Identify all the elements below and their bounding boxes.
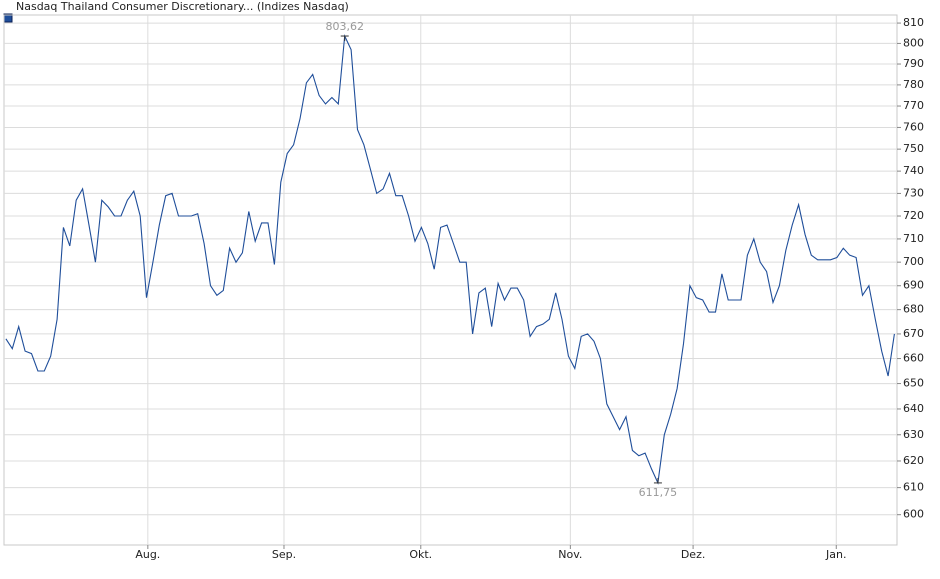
- plot-area: [3, 14, 898, 546]
- annotation-label: 611,75: [639, 486, 678, 499]
- y-tick-label: 740: [903, 164, 924, 177]
- y-tick-label: 600: [903, 508, 924, 521]
- y-tick-label: 620: [903, 454, 924, 467]
- y-tick-label: 680: [903, 303, 924, 316]
- y-tick-label: 810: [903, 16, 924, 29]
- y-tick-label: 630: [903, 428, 924, 441]
- x-tick-label: Aug.: [135, 548, 160, 561]
- y-tick-label: 790: [903, 57, 924, 70]
- y-tick-label: 770: [903, 99, 924, 112]
- y-tick-label: 690: [903, 279, 924, 292]
- x-tick-label: Nov.: [558, 548, 582, 561]
- x-tick-label: Jan.: [825, 548, 846, 561]
- y-tick-label: 660: [903, 352, 924, 365]
- y-tick-label: 610: [903, 481, 924, 494]
- y-tick-label: 760: [903, 120, 924, 133]
- annotation-label: 803,62: [325, 20, 364, 33]
- y-tick-label: 700: [903, 255, 924, 268]
- y-tick-label: 650: [903, 377, 924, 390]
- y-tick-label: 720: [903, 209, 924, 222]
- x-tick-label: Dez.: [681, 548, 706, 561]
- y-tick-label: 780: [903, 78, 924, 91]
- y-tick-label: 640: [903, 402, 924, 415]
- y-tick-label: 730: [903, 186, 924, 199]
- legend-label: Nasdaq Thailand Consumer Discretionary..…: [16, 0, 349, 13]
- y-tick-label: 710: [903, 232, 924, 245]
- x-tick-label: Sep.: [272, 548, 296, 561]
- y-tick-label: 670: [903, 327, 924, 340]
- y-tick-label: 800: [903, 36, 924, 49]
- series-line: [5, 33, 895, 485]
- y-tick-label: 750: [903, 142, 924, 155]
- x-tick-label: Okt.: [409, 548, 432, 561]
